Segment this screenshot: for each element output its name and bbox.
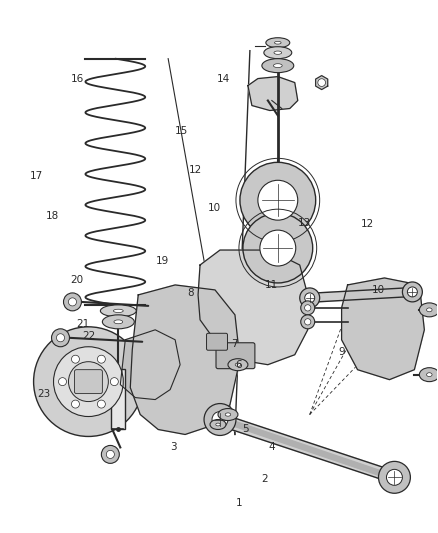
Text: 3: 3	[170, 442, 177, 452]
Circle shape	[53, 347, 124, 416]
Circle shape	[71, 355, 79, 363]
Ellipse shape	[275, 42, 281, 44]
Text: 18: 18	[46, 211, 59, 221]
Circle shape	[260, 230, 296, 266]
Text: 15: 15	[175, 126, 188, 136]
Circle shape	[301, 301, 314, 315]
Text: 6: 6	[235, 360, 242, 370]
Ellipse shape	[262, 59, 294, 72]
Polygon shape	[130, 285, 240, 434]
Text: 14: 14	[217, 75, 230, 84]
Circle shape	[386, 470, 403, 486]
Ellipse shape	[114, 320, 123, 324]
FancyBboxPatch shape	[207, 333, 227, 350]
Circle shape	[71, 400, 79, 408]
Text: 22: 22	[82, 330, 95, 341]
Ellipse shape	[113, 309, 123, 312]
Ellipse shape	[100, 305, 136, 317]
Circle shape	[204, 403, 236, 435]
FancyBboxPatch shape	[216, 343, 255, 369]
Circle shape	[52, 329, 70, 347]
Bar	[111, 369, 125, 430]
Text: 17: 17	[30, 171, 43, 181]
Text: 9: 9	[338, 346, 345, 357]
Circle shape	[101, 446, 119, 463]
Text: 19: 19	[155, 256, 169, 266]
Text: 1: 1	[235, 498, 242, 508]
Circle shape	[304, 319, 311, 325]
Text: 23: 23	[37, 389, 50, 399]
Ellipse shape	[427, 373, 432, 377]
Text: 12: 12	[188, 165, 201, 175]
Text: 16: 16	[71, 75, 84, 84]
Circle shape	[59, 378, 67, 385]
Ellipse shape	[218, 409, 238, 421]
Text: 20: 20	[71, 275, 84, 285]
Circle shape	[258, 180, 298, 220]
Circle shape	[110, 378, 118, 385]
Text: 7: 7	[231, 338, 237, 349]
Circle shape	[407, 287, 417, 297]
Circle shape	[212, 411, 228, 427]
Text: 13: 13	[297, 218, 311, 228]
Circle shape	[97, 355, 106, 363]
Ellipse shape	[419, 303, 438, 317]
Circle shape	[243, 213, 313, 283]
Circle shape	[34, 327, 143, 437]
Polygon shape	[316, 76, 328, 90]
Circle shape	[305, 293, 314, 303]
Ellipse shape	[274, 51, 282, 54]
Text: 4: 4	[268, 442, 275, 452]
Polygon shape	[248, 77, 298, 110]
Ellipse shape	[235, 363, 241, 366]
Circle shape	[240, 163, 316, 238]
Circle shape	[304, 305, 311, 311]
Circle shape	[318, 79, 325, 86]
Ellipse shape	[273, 64, 282, 68]
Circle shape	[64, 293, 81, 311]
Polygon shape	[307, 287, 415, 302]
Circle shape	[300, 288, 320, 308]
Text: 2: 2	[261, 474, 268, 484]
Text: 10: 10	[372, 285, 385, 295]
Circle shape	[68, 298, 77, 306]
Circle shape	[68, 362, 108, 401]
Ellipse shape	[228, 359, 248, 370]
Circle shape	[57, 334, 64, 342]
Ellipse shape	[102, 315, 134, 329]
FancyBboxPatch shape	[74, 370, 102, 393]
Text: 21: 21	[76, 319, 89, 329]
Ellipse shape	[427, 308, 432, 312]
Polygon shape	[221, 417, 393, 480]
Polygon shape	[218, 414, 396, 483]
Text: 10: 10	[208, 203, 221, 213]
Circle shape	[403, 282, 422, 302]
Ellipse shape	[266, 38, 290, 47]
Circle shape	[378, 462, 410, 493]
Circle shape	[301, 315, 314, 329]
Polygon shape	[198, 250, 308, 365]
Text: 8: 8	[187, 288, 194, 298]
Circle shape	[97, 400, 106, 408]
Polygon shape	[120, 330, 180, 400]
Polygon shape	[342, 278, 424, 379]
Ellipse shape	[419, 368, 438, 382]
Text: 11: 11	[265, 280, 278, 290]
Ellipse shape	[216, 423, 220, 426]
Text: 5: 5	[242, 424, 248, 433]
Ellipse shape	[264, 47, 292, 59]
Circle shape	[106, 450, 114, 458]
Ellipse shape	[210, 419, 226, 430]
Ellipse shape	[225, 413, 231, 416]
Text: 12: 12	[361, 219, 374, 229]
